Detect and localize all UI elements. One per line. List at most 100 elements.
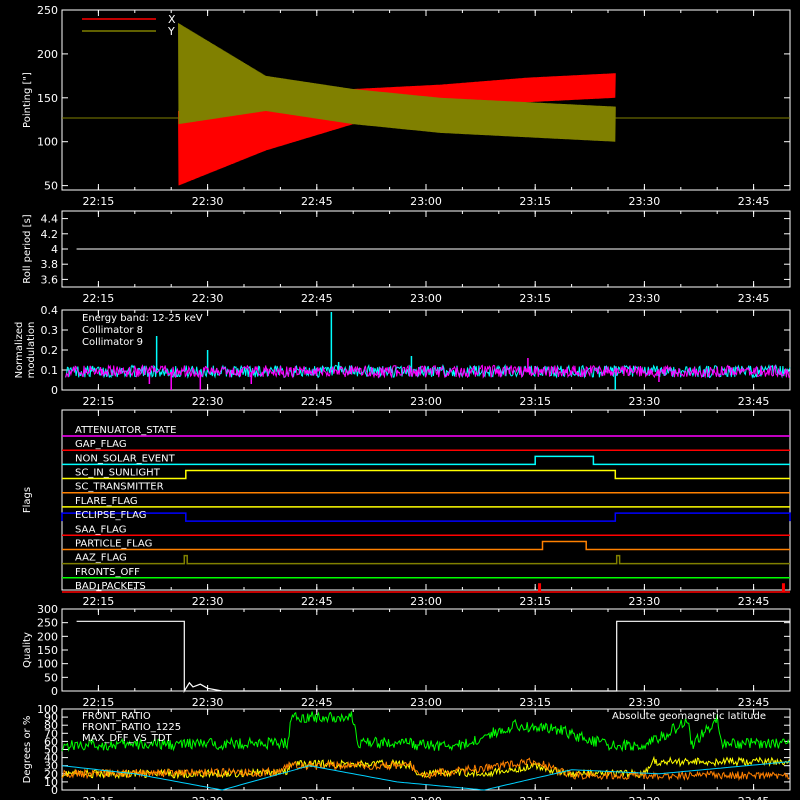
x-tick-label: 23:45 [738, 195, 770, 208]
degrees-series [61, 755, 790, 780]
y-tick-label: 3.6 [41, 273, 59, 286]
quality-line [76, 620, 790, 694]
x-tick-label: 22:30 [192, 696, 224, 709]
y-tick-label: 0.4 [41, 304, 59, 317]
x-tick-label: 23:00 [410, 795, 442, 800]
x-tick-label: 23:15 [519, 795, 551, 800]
y-axis-label: Quality [22, 632, 33, 668]
y-tick-label: 100 [37, 658, 58, 671]
y-tick-label: 0.3 [41, 324, 59, 337]
y-tick-label: 0.2 [41, 344, 59, 357]
y-tick-label: 100 [37, 703, 58, 716]
flag-label: ECLIPSE_FLAG [75, 510, 146, 521]
modulation-annotation: Energy band: 12-25 keV [82, 313, 203, 324]
y-tick-label: 300 [37, 603, 58, 616]
flag-label: FLARE_FLAG [75, 496, 138, 507]
x-tick-label: 22:30 [192, 195, 224, 208]
flag-label: PARTICLE_FLAG [75, 538, 152, 549]
y-tick-label: 0 [51, 384, 58, 397]
x-tick-label: 23:30 [629, 395, 661, 408]
x-tick-label: 22:30 [192, 795, 224, 800]
y-tick-label: 4.2 [41, 228, 59, 241]
x-tick-label: 23:15 [519, 395, 551, 408]
x-tick-label: 22:45 [301, 595, 333, 608]
x-tick-label: 22:15 [83, 595, 115, 608]
x-tick-label: 22:45 [301, 195, 333, 208]
flag-line [62, 554, 790, 565]
y-tick-label: 10 [44, 776, 58, 789]
flag-label: GAP_FLAG [75, 439, 127, 450]
x-tick-label: 22:15 [83, 795, 115, 800]
x-tick-label: 23:45 [738, 795, 770, 800]
x-tick-label: 22:45 [301, 395, 333, 408]
y-tick-label: 150 [37, 92, 58, 105]
y-tick-label: 70 [44, 727, 58, 740]
x-tick-label: 23:15 [519, 595, 551, 608]
y-tick-label: 100 [37, 136, 58, 149]
x-tick-label: 23:15 [519, 292, 551, 305]
geomagnetic-annotation: Absolute geomagnetic latitude [612, 711, 766, 722]
x-tick-label: 23:00 [410, 292, 442, 305]
flag-label: SAA_FLAG [75, 524, 126, 535]
y-tick-label: 50 [44, 180, 58, 193]
flag-label: SC_IN_SUNLIGHT [75, 468, 161, 479]
degrees-series [61, 761, 791, 791]
x-tick-label: 23:45 [738, 292, 770, 305]
y-tick-label: 90 [44, 711, 58, 724]
pointing-series-y [178, 23, 616, 142]
flag-label: NON_SOLAR_EVENT [75, 453, 176, 464]
legend-label: FRONT_RATIO [82, 711, 151, 722]
y-axis-label: Normalized [14, 322, 25, 379]
y-tick-label: 80 [44, 719, 58, 732]
flag-label: FRONTS_OFF [75, 567, 140, 578]
y-axis-label: Degrees or % [22, 716, 33, 784]
y-tick-label: 4 [51, 243, 58, 256]
legend-label: Y [167, 25, 175, 38]
y-axis-label: Flags [22, 487, 33, 513]
y-tick-label: 40 [44, 752, 58, 765]
x-tick-label: 22:15 [83, 395, 115, 408]
x-tick-label: 23:00 [410, 195, 442, 208]
y-tick-label: 0.1 [41, 364, 59, 377]
x-tick-label: 23:30 [629, 195, 661, 208]
x-tick-label: 23:00 [410, 595, 442, 608]
y-axis-label: modulation [26, 322, 37, 379]
y-tick-label: 60 [44, 735, 58, 748]
y-tick-label: 3.8 [41, 258, 59, 271]
x-tick-label: 22:30 [192, 292, 224, 305]
x-tick-label: 23:30 [629, 795, 661, 800]
flag-line [62, 455, 790, 466]
flag-line [62, 583, 790, 593]
x-tick-label: 22:15 [83, 292, 115, 305]
flag-line [61, 512, 791, 522]
y-tick-label: 0 [51, 784, 58, 797]
x-tick-label: 23:45 [738, 696, 770, 709]
flag-label: ATTENUATOR_STATE [75, 425, 176, 436]
y-axis-label: Roll period [s] [22, 214, 33, 283]
y-tick-label: 30 [44, 760, 58, 773]
x-tick-label: 22:15 [83, 696, 115, 709]
y-tick-label: 20 [44, 768, 58, 781]
x-tick-label: 22:45 [301, 795, 333, 800]
y-tick-label: 4.4 [41, 213, 59, 226]
x-tick-label: 23:00 [410, 395, 442, 408]
x-tick-label: 23:45 [738, 395, 770, 408]
degrees-series [61, 711, 790, 753]
y-tick-label: 50 [44, 671, 58, 684]
x-tick-label: 23:45 [738, 595, 770, 608]
y-tick-label: 200 [37, 48, 58, 61]
x-tick-label: 22:30 [192, 595, 224, 608]
legend-label: Collimator 8 [82, 325, 143, 336]
x-tick-label: 23:15 [519, 696, 551, 709]
x-tick-label: 23:30 [629, 595, 661, 608]
flag-label: BAD_PACKETS [75, 581, 146, 592]
x-tick-label: 23:30 [629, 292, 661, 305]
legend-label: MAX_DFF_VS_TDT [82, 733, 173, 744]
flag-line [62, 469, 790, 480]
flag-label: SC_TRANSMITTER [75, 482, 164, 493]
y-axis-label: Pointing ["] [22, 72, 33, 128]
flag-line [62, 540, 790, 551]
legend-label: FRONT_RATIO_1225 [82, 722, 181, 733]
x-tick-label: 22:30 [192, 395, 224, 408]
